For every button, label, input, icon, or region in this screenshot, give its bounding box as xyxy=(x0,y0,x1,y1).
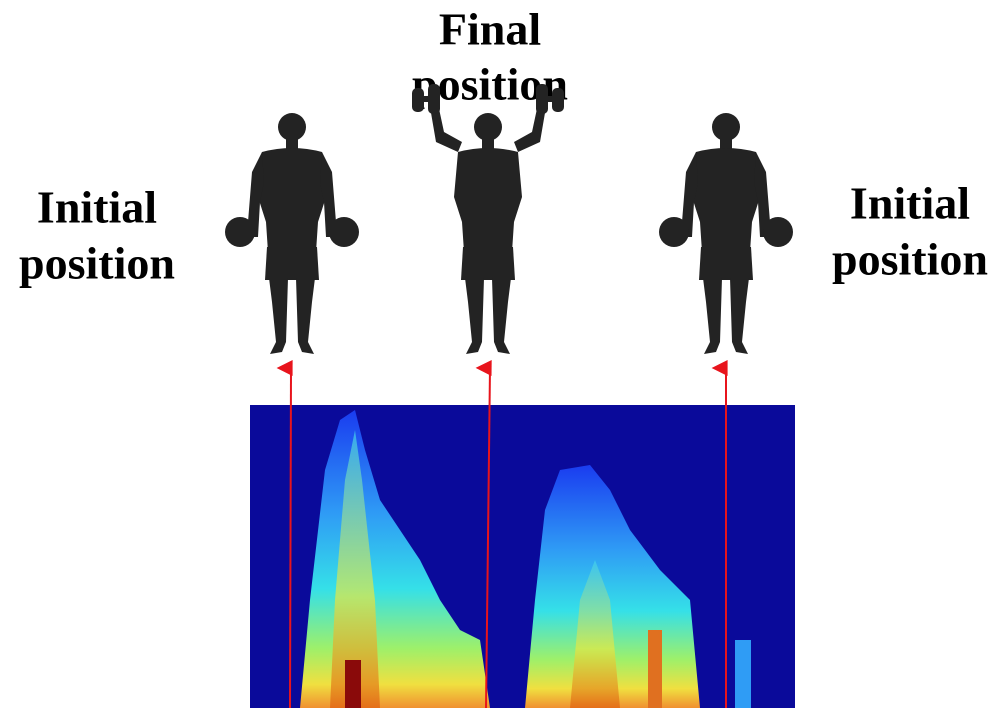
figure-initial xyxy=(225,113,359,354)
arrow xyxy=(276,360,293,708)
label-line: Final xyxy=(439,4,541,55)
label-line: position xyxy=(832,234,988,285)
arrow xyxy=(475,360,492,708)
spectrogram xyxy=(250,405,795,708)
label-line: Initial xyxy=(37,182,157,233)
figure-final xyxy=(412,84,564,354)
figure-initial xyxy=(659,113,793,354)
label-line: position xyxy=(19,238,175,289)
label-line: Initial xyxy=(850,178,970,229)
